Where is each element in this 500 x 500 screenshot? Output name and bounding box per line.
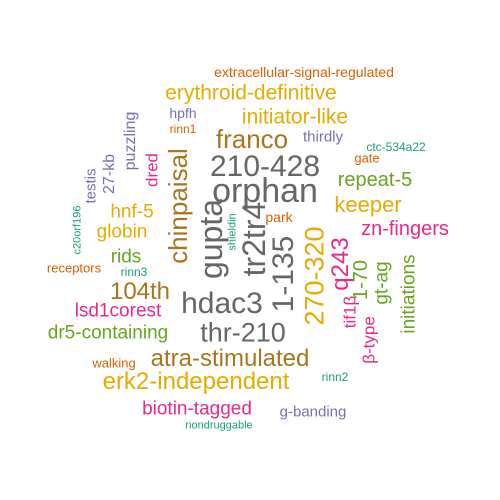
word-hdac3: hdac3	[181, 287, 263, 320]
word-puzzling: puzzling	[122, 111, 139, 171]
word-dr5-containing: dr5-containing	[47, 322, 169, 344]
word-biotin-tagged: biotin-tagged	[142, 398, 252, 420]
word-zn-fingers: zn-fingers	[361, 218, 449, 240]
word-c20orf196: c20orf196	[71, 205, 84, 255]
word-thirdly: thirdly	[302, 128, 344, 146]
word-erk2-independent: erk2-independent	[102, 368, 290, 395]
word-repeat-5: repeat-5	[337, 169, 413, 191]
word-210-428: 210-428	[209, 150, 321, 183]
word-rids: rids	[110, 246, 142, 268]
word-keeper: keeper	[334, 192, 402, 217]
word-erythroid-definitive: erythroid-definitive	[165, 81, 337, 105]
word-receptors: receptors	[46, 260, 102, 276]
word-27-kb: 27-kb	[101, 153, 118, 195]
word-gupta: gupta	[193, 198, 229, 280]
word-1-70: 1-70	[350, 259, 372, 301]
word-nondruggable: nondruggable	[185, 419, 253, 432]
word-hnf-5: hnf-5	[110, 201, 154, 223]
word-ctc-534a22: ctc-534a22	[366, 140, 426, 154]
word-g-banding: g-banding	[279, 403, 347, 421]
word-gt-ag: gt-ag	[371, 261, 393, 305]
word-globin: globin	[96, 221, 148, 243]
word-β-type: β-type	[359, 316, 379, 364]
word-hpfh: hpfh	[169, 105, 197, 121]
word-tr2tr4: tr2tr4	[236, 201, 272, 277]
word-chinpaisal: chinpaisal	[163, 148, 193, 264]
word-rinn3: rinn3	[120, 265, 148, 279]
word-initiator-like: initiator-like	[241, 105, 349, 129]
word-franco: franco	[215, 124, 289, 154]
word-extracellular-signal-regulated: extracellular-signal-regulated	[214, 64, 394, 80]
word-gate: gate	[354, 150, 380, 166]
word-lsd1corest: lsd1corest	[74, 300, 162, 322]
word-dred: dred	[142, 152, 162, 188]
word-orphan: orphan	[212, 172, 318, 210]
word-thr-210: thr-210	[200, 317, 286, 348]
word-rinn2: rinn2	[321, 370, 349, 384]
word-atra-stimulated: atra-stimulated	[150, 345, 310, 372]
word-park: park	[265, 209, 293, 225]
word-104th: 104th	[109, 278, 171, 305]
word-tif1β: tif1β	[340, 295, 360, 329]
word-initiations: initiations	[398, 254, 420, 334]
word-rinn1: rinn1	[169, 122, 197, 136]
word-walking: walking	[92, 355, 136, 371]
word-testis: testis	[82, 168, 100, 204]
word-270-320: 270-320	[299, 226, 330, 326]
word-1-135: 1-135	[267, 235, 300, 313]
